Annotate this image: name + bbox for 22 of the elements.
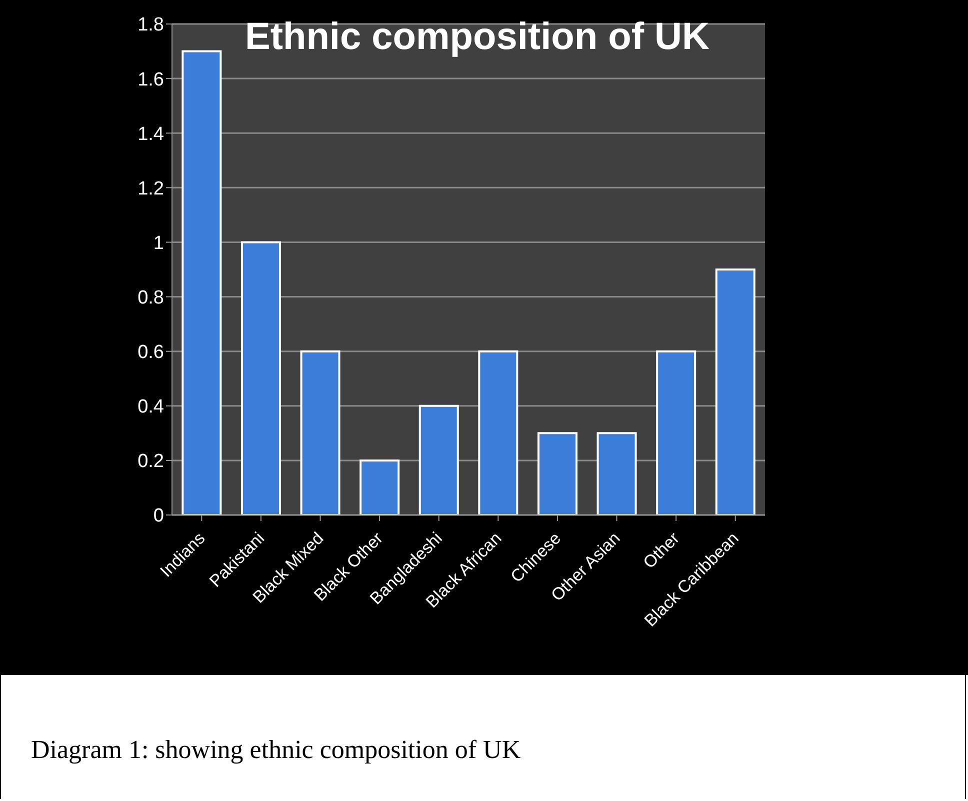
bar [478, 350, 518, 515]
bar [715, 268, 756, 515]
bar [537, 432, 578, 515]
bar [182, 50, 222, 515]
y-tick-label: 0.8 [138, 288, 164, 309]
y-tick-label: 1.6 [138, 69, 164, 90]
y-tick-label: 0.6 [138, 342, 164, 364]
bar [300, 350, 340, 515]
bar [418, 404, 459, 515]
y-tick-label: 1.2 [138, 178, 164, 200]
bar [656, 350, 696, 515]
y-tick-label: 1.8 [138, 14, 164, 36]
y-tick-label: 0.4 [138, 396, 164, 418]
y-tick-label: 0.2 [138, 451, 164, 472]
bar [240, 241, 281, 515]
y-tick-label: 0 [153, 506, 164, 527]
y-tick-label: 1.4 [138, 124, 164, 145]
y-tick-label: 1 [153, 232, 164, 254]
bar [596, 432, 637, 515]
text: Diagram 1: showing ethnic composition of UK [31, 735, 521, 765]
bar [360, 459, 400, 515]
chart-title: Ethnic composition of UK [245, 16, 710, 59]
